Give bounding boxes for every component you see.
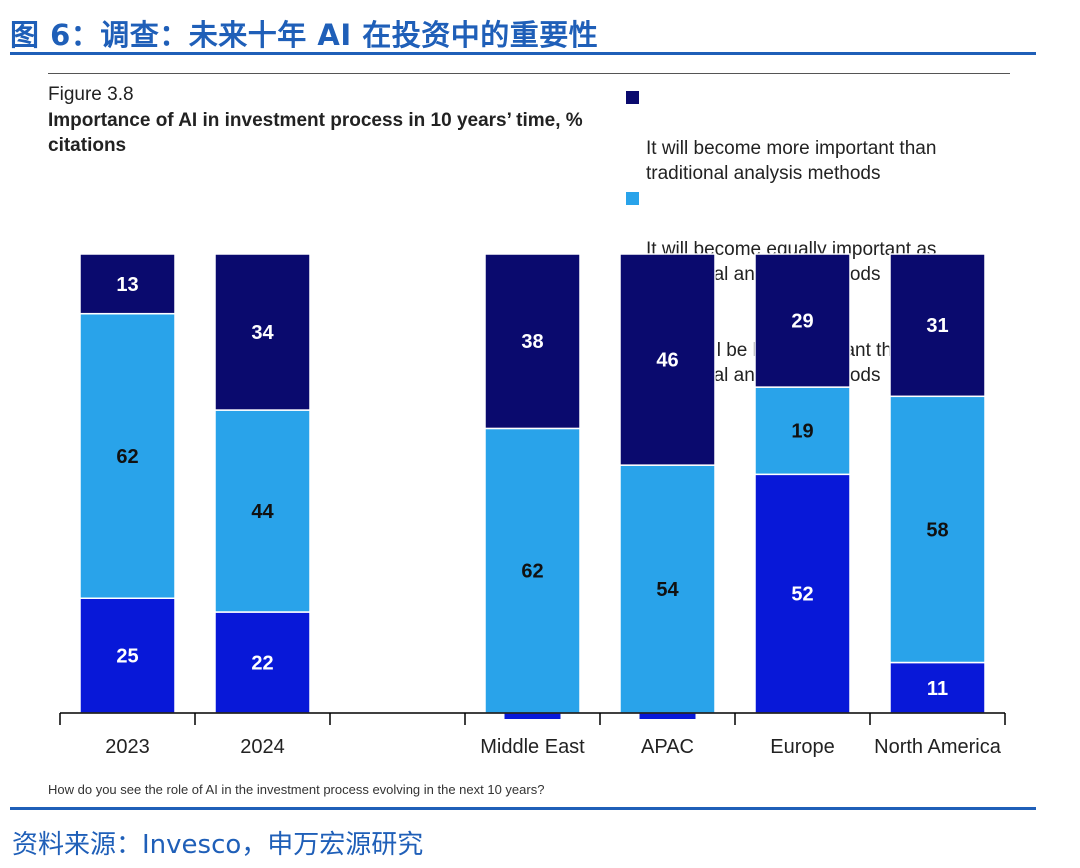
data-label-equal-5: 19 [791,421,813,443]
survey-question: How do you see the role of AI in the inv… [48,782,545,797]
bar-equal-4 [619,464,716,714]
x-tick-label-3: Middle East [480,736,585,758]
bar-more-6 [889,253,986,398]
bar-equal-5 [754,386,851,476]
data-label-equal-3: 62 [521,561,543,583]
data-label-equal-0: 62 [116,446,138,468]
x-tick-label-1: 2024 [240,736,285,758]
legend-swatch-equal [626,192,639,205]
data-label-less-6: 11 [927,678,948,700]
bar-less-1 [214,611,311,714]
x-tick-label-5: Europe [770,736,835,758]
header-rule [10,52,1036,55]
x-tick-label-0: 2023 [105,736,150,758]
data-label-more-1: 34 [251,322,274,344]
footer-rule [10,807,1036,810]
x-tick-label-6: North America [874,736,1002,758]
x-tick-label-4: APAC [641,736,694,758]
bar-equal-3 [484,427,581,714]
data-label-more-0: 13 [116,274,138,296]
source-note: 资料来源：Invesco，申万宏源研究 [12,830,424,860]
bar-more-0 [79,253,176,315]
bar-more-4 [619,253,716,466]
data-label-equal-6: 58 [926,519,948,541]
bar-equal-1 [214,409,311,613]
figure-title: Importance of AI in investment process i… [48,110,583,156]
legend-label-more: It will become more important than tradi… [646,138,937,184]
legend-item-more: It will become more important than tradi… [626,86,1026,186]
bar-more-3 [484,253,581,430]
data-label-more-3: 38 [521,331,543,353]
figure-label: Figure 3.8 [48,84,134,105]
data-label-equal-1: 44 [251,501,274,523]
data-label-more-6: 31 [926,315,948,337]
legend-swatch-more [626,91,639,104]
data-label-more-5: 29 [791,311,813,333]
bar-equal-6 [889,395,986,664]
bar-equal-0 [79,312,176,599]
bar-more-5 [754,253,851,388]
page-title: 图 6：调查：未来十年 AI 在投资中的重要性 [10,18,599,52]
data-label-less-0: 25 [116,646,138,668]
figure-top-rule [48,73,1010,74]
data-label-equal-4: 54 [656,579,679,601]
bar-more-1 [214,253,311,411]
bar-less-5 [754,473,851,714]
data-label-less-5: 52 [791,584,813,606]
data-label-less-1: 22 [251,653,273,675]
data-label-more-4: 46 [656,350,678,372]
